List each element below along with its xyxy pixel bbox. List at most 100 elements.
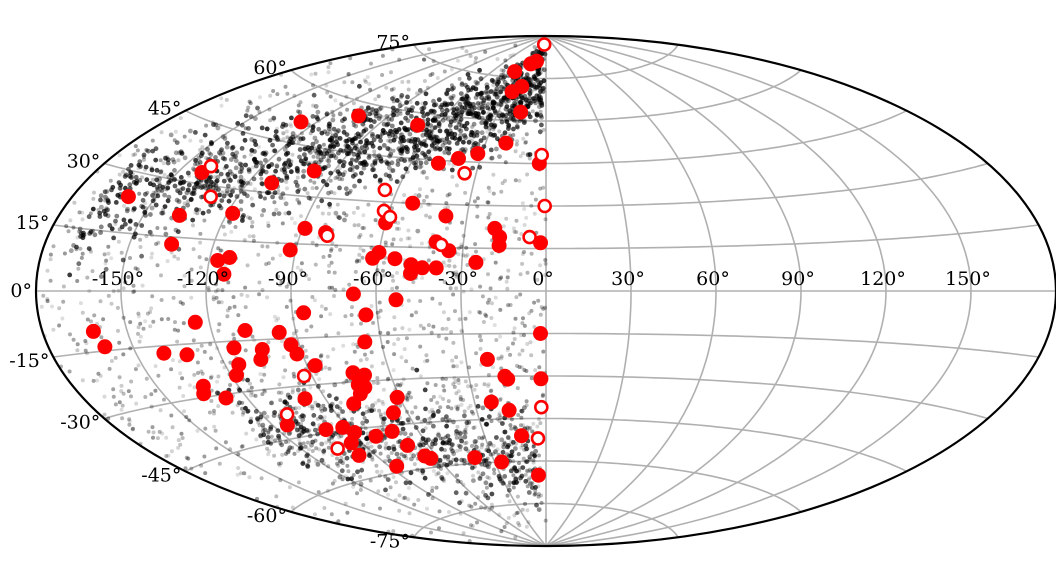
filled-marker — [529, 53, 544, 69]
background-source — [325, 488, 330, 493]
background-source — [487, 212, 492, 216]
background-source — [301, 441, 306, 446]
background-source — [208, 152, 214, 158]
background-source — [488, 89, 494, 94]
background-source — [421, 57, 426, 62]
filled-marker — [164, 236, 180, 252]
background-source — [188, 128, 193, 134]
background-source — [150, 425, 155, 430]
background-source — [390, 96, 395, 101]
background-source — [119, 224, 125, 230]
background-source — [272, 148, 278, 154]
background-source — [150, 138, 155, 143]
background-source — [378, 308, 383, 313]
background-source — [383, 446, 388, 451]
background-source — [162, 172, 167, 177]
background-source — [276, 189, 281, 193]
background-source — [469, 384, 474, 389]
background-source — [102, 189, 108, 195]
background-source — [285, 392, 291, 398]
open-marker — [534, 147, 550, 163]
background-source — [349, 421, 354, 427]
background-source — [143, 167, 148, 172]
background-source — [408, 244, 413, 249]
background-source — [327, 204, 332, 209]
background-source — [454, 429, 459, 434]
background-source — [377, 444, 383, 450]
background-source — [76, 261, 82, 267]
background-source — [357, 150, 362, 154]
background-source — [472, 464, 477, 469]
background-source — [191, 191, 197, 197]
background-source — [344, 455, 350, 461]
background-source — [269, 400, 274, 406]
background-source — [315, 431, 320, 437]
background-source — [408, 100, 413, 104]
background-source — [413, 162, 419, 168]
open-marker — [203, 158, 219, 174]
background-source — [269, 441, 274, 446]
background-source — [154, 177, 160, 183]
background-source — [158, 408, 163, 413]
background-source — [90, 269, 95, 274]
background-source — [96, 207, 101, 212]
background-source — [481, 135, 487, 141]
background-source — [358, 358, 363, 363]
filled-marker — [97, 339, 113, 355]
background-source — [369, 444, 374, 449]
background-source — [494, 86, 500, 92]
background-source — [539, 50, 545, 56]
background-source — [346, 144, 352, 150]
background-source — [340, 172, 346, 178]
filled-marker — [430, 155, 446, 171]
background-source — [284, 401, 290, 406]
background-source — [242, 471, 247, 476]
background-source — [455, 473, 459, 478]
background-source — [266, 223, 271, 228]
background-source — [529, 376, 534, 381]
background-source — [445, 433, 451, 439]
background-source — [494, 102, 499, 106]
background-source — [118, 182, 123, 188]
background-source — [403, 166, 409, 172]
background-source — [514, 480, 519, 485]
background-source — [486, 200, 491, 205]
background-source — [189, 267, 194, 272]
background-source — [477, 310, 482, 314]
background-source — [472, 439, 478, 444]
background-source — [95, 378, 100, 383]
background-source — [468, 403, 473, 408]
background-source — [410, 154, 416, 160]
background-source — [98, 299, 103, 304]
background-source — [266, 261, 271, 266]
filled-marker — [501, 402, 517, 418]
background-source — [469, 523, 473, 528]
background-source — [388, 485, 393, 490]
background-source — [153, 388, 158, 393]
background-source — [444, 136, 450, 142]
background-source — [102, 394, 107, 399]
background-source — [538, 113, 544, 118]
background-source — [358, 487, 363, 492]
background-source — [416, 498, 421, 502]
background-source — [486, 382, 491, 387]
background-source — [370, 457, 375, 462]
background-source — [166, 174, 172, 180]
background-source — [513, 149, 518, 154]
background-source — [431, 423, 436, 429]
background-source — [460, 329, 465, 334]
background-source — [166, 317, 171, 321]
background-source — [309, 442, 314, 448]
background-source — [178, 371, 183, 376]
background-source — [478, 101, 484, 107]
background-source — [78, 246, 83, 251]
background-source — [223, 133, 228, 138]
background-source — [184, 415, 189, 419]
background-source — [505, 435, 511, 440]
background-source — [485, 129, 490, 134]
background-source — [511, 330, 516, 335]
background-source — [477, 435, 482, 440]
background-source — [322, 447, 327, 452]
background-source — [436, 432, 441, 438]
background-source — [296, 109, 300, 114]
